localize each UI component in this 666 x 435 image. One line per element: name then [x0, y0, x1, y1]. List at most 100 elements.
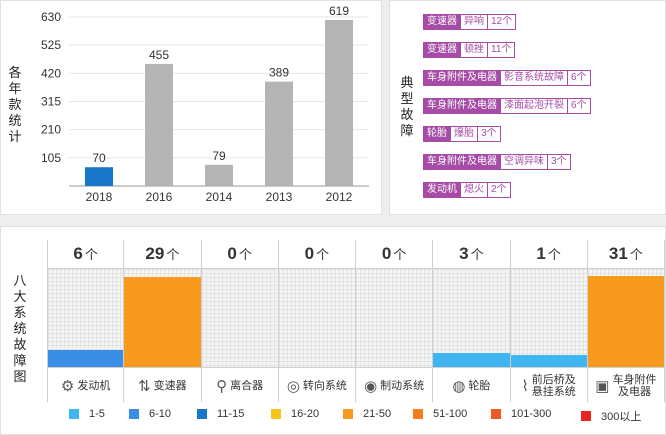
fault-issue: 爆胎: [451, 126, 478, 142]
system-name: 车身附件 及电器: [612, 373, 657, 398]
system-column: 1 个 ⌇ 前后桥及 悬挂系统: [510, 240, 588, 403]
system-label: ⚙ 发动机: [48, 367, 124, 403]
fault-issue: 熄火: [461, 182, 488, 198]
fault-issue: 顿挫: [461, 42, 488, 58]
system-count-unit: 个: [393, 247, 407, 262]
yearly-stats-panel: 各年款统计 105 210 315 420 525 630 70 2018 455 2016 79 2…: [0, 0, 382, 215]
yearly-bar-chart: 105 210 315 420 525 630 70 2018 455 2016 79 2014 389…: [41, 4, 369, 204]
system-count-unit: 个: [238, 247, 252, 262]
legend-label: 101-300: [511, 408, 552, 420]
fault-count: 11个: [488, 42, 516, 58]
fault-count: 6个: [568, 98, 591, 114]
fault-category: 车身附件及电器: [423, 154, 501, 170]
legend-item: 6-10: [129, 408, 171, 420]
y-tick-label: 525: [41, 38, 61, 52]
steering-wheel-icon: ◎: [286, 377, 300, 395]
fault-issue: 空调异味: [501, 154, 548, 170]
system-count: 29 个: [124, 240, 201, 269]
system-fill-area: [124, 269, 201, 367]
system-count-unit: 个: [166, 247, 180, 262]
systems-fault-title: 八大系统故障图: [13, 273, 27, 384]
system-name: 前后桥及 悬挂系统: [531, 373, 576, 398]
legend-swatch: [491, 409, 501, 419]
x-tick-label: 2016: [146, 190, 173, 204]
x-tick-label: 2012: [326, 190, 353, 204]
fault-item: 车身附件及电器 漆面起泡开裂 6个: [423, 98, 591, 114]
y-tick-label: 105: [41, 151, 61, 165]
fault-category: 变速器: [423, 42, 461, 58]
legend-label: 6-10: [149, 408, 172, 420]
system-count-value: 31: [608, 244, 628, 263]
legend-swatch: [69, 409, 79, 419]
legend-swatch: [413, 409, 423, 419]
fault-count: 6个: [568, 70, 591, 86]
fault-category: 变速器: [423, 14, 461, 30]
system-label: ◍ 轮胎: [433, 367, 510, 403]
system-count-value: 29: [145, 244, 165, 263]
system-fill-area: [48, 269, 124, 367]
system-name: 转向系统: [302, 379, 347, 392]
fault-count: 12个: [488, 14, 517, 30]
system-count-value: 0: [381, 244, 392, 263]
clutch-pedal-icon: ⚲: [216, 377, 228, 395]
typical-faults-title: 典型故障: [400, 75, 414, 138]
legend-label: 1-5: [89, 408, 105, 420]
legend-swatch: [129, 409, 139, 419]
tire-icon: ◍: [452, 377, 466, 395]
systems-fault-grid: 6 个 ⚙ 发动机 29 个 ⇅ 变速器 0 个 ⚲ 离合器 0 个 ◎ 转向系统 0 个 ◉ 制动系统 3 个 ◍ 轮胎 1 个…: [47, 240, 665, 403]
legend-item: 300以上: [581, 408, 641, 424]
system-fill-area: [433, 269, 510, 367]
bar: [85, 167, 113, 186]
system-count-value: 1: [536, 244, 546, 263]
legend-swatch: [581, 411, 591, 421]
system-name: 制动系统: [380, 379, 425, 392]
system-column: 3 个 ◍ 轮胎: [433, 240, 511, 403]
engine-icon: ⚙: [60, 377, 75, 395]
system-column: 0 个 ◎ 转向系统: [278, 240, 356, 403]
legend-swatch: [343, 409, 353, 419]
system-label: ⚲ 离合器: [201, 367, 278, 403]
system-fill-area: [356, 269, 433, 367]
typical-faults-panel: 典型故障 变速器 异响 12个 变速器 顿挫 11个 车身附件及电器 影音系统故障 6个 车身附件…: [389, 0, 666, 215]
system-fill-bar: [433, 353, 510, 367]
suspension-icon: ⌇: [521, 377, 529, 395]
system-name: 变速器: [153, 379, 187, 392]
legend-label: 16-20: [291, 408, 320, 420]
system-count-unit: 个: [547, 247, 561, 262]
bar-value-label: 70: [92, 151, 106, 165]
fault-item: 车身附件及电器 影音系统故障 6个: [423, 70, 591, 86]
system-fill-area: [510, 269, 587, 367]
system-count: 31 个: [587, 240, 664, 269]
system-label: ◎ 转向系统: [278, 367, 355, 403]
y-tick-label: 315: [41, 95, 61, 109]
fault-count: 3个: [478, 126, 501, 142]
bar-value-label: 619: [329, 4, 349, 18]
fault-count: 3个: [548, 154, 571, 170]
legend: 1-5 6-10 11-15 16-20 21-50 51-100 101-300 300以上: [61, 408, 651, 424]
x-tick-label: 2014: [206, 190, 233, 204]
system-fill-bar: [48, 350, 124, 367]
y-tick-label: 420: [41, 66, 61, 80]
fault-item: 轮胎 爆胎 3个: [423, 126, 501, 142]
fault-category: 车身附件及电器: [423, 70, 501, 86]
fault-item: 发动机 熄火 2个: [423, 182, 511, 198]
system-label: ⌇ 前后桥及 悬挂系统: [510, 367, 587, 403]
legend-item: 101-300: [491, 408, 551, 420]
systems-fault-panel: 八大系统故障图 6 个 ⚙ 发动机 29 个 ⇅ 变速器 0 个 ⚲ 离合器 0 个 ◎ 转向系统 0 个 ◉ 制动系…: [0, 226, 666, 435]
y-tick-label: 210: [41, 123, 61, 137]
fault-category: 车身附件及电器: [423, 98, 501, 114]
legend-swatch: [271, 409, 281, 419]
system-name: 离合器: [230, 379, 264, 392]
system-label: ⇅ 变速器: [124, 367, 201, 403]
brake-disc-icon: ◉: [364, 377, 378, 395]
yearly-stats-title: 各年款统计: [8, 65, 22, 144]
fault-issue: 异响: [461, 14, 488, 30]
fault-issue: 影音系统故障: [501, 70, 568, 86]
bar-value-label: 389: [269, 66, 289, 80]
system-fill-bar: [510, 355, 587, 367]
